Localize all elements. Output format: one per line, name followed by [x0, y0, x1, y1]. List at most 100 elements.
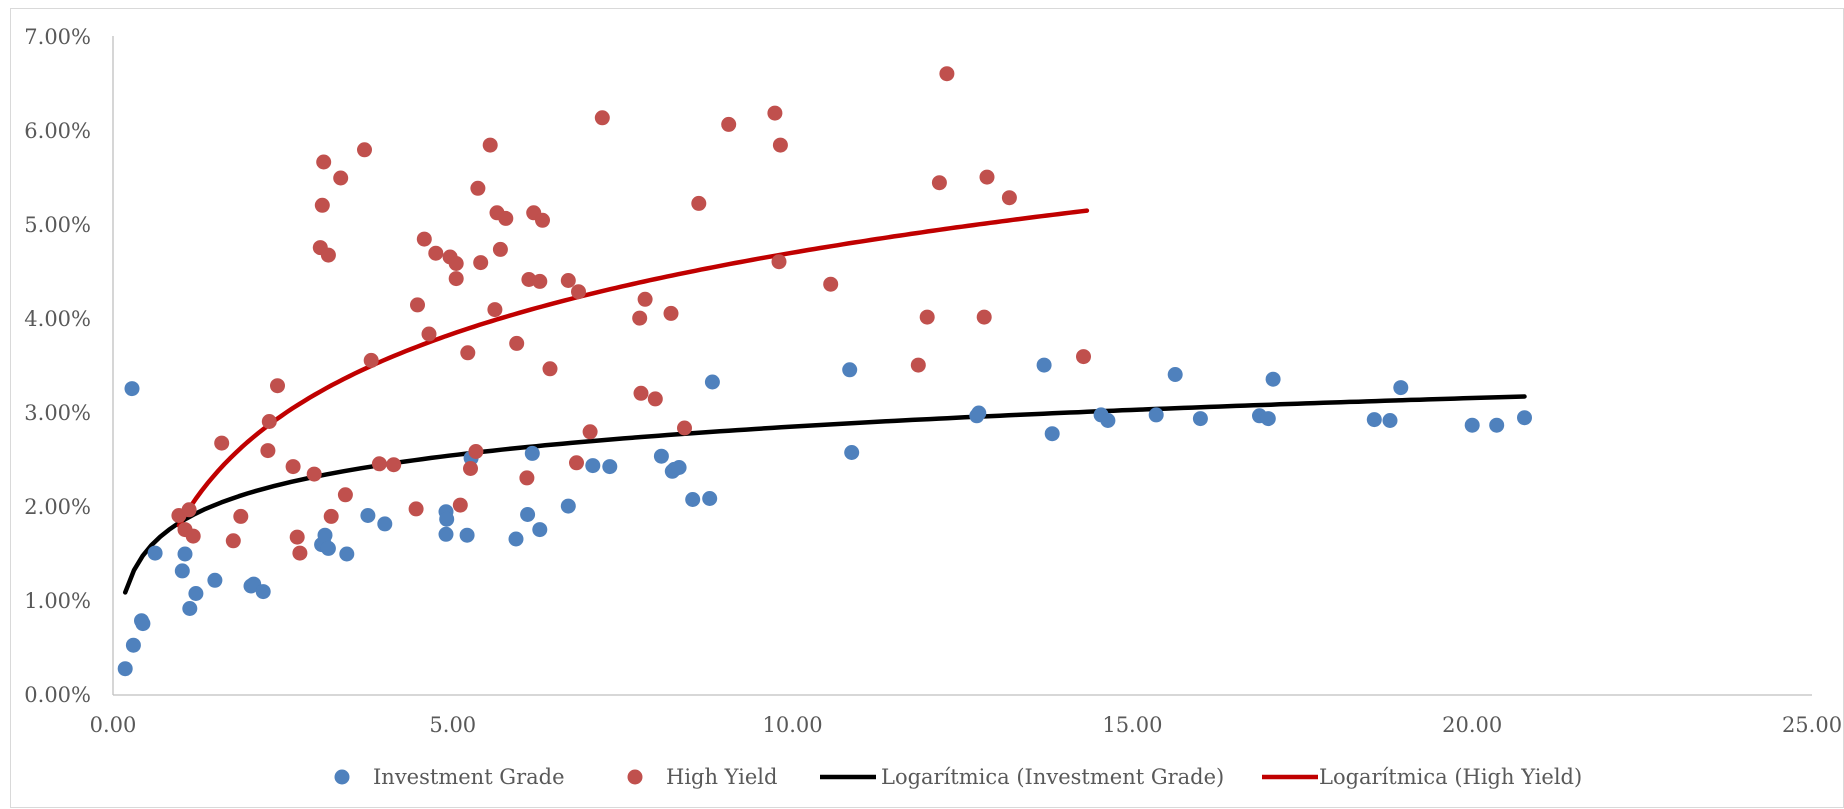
- investment-grade-point: [653, 448, 669, 464]
- high-yield-point: [320, 247, 336, 263]
- high-yield-point: [772, 137, 788, 153]
- investment-grade-point: [320, 540, 336, 556]
- investment-grade-point: [439, 511, 455, 527]
- high-yield-point: [509, 335, 525, 351]
- high-yield-point: [498, 210, 514, 226]
- high-yield-point: [306, 466, 322, 482]
- high-yield-point: [771, 254, 787, 270]
- investment-grade-point: [255, 584, 271, 600]
- high-yield-point: [337, 487, 353, 503]
- investment-grade-point: [560, 498, 576, 514]
- high-yield-point: [519, 470, 535, 486]
- high-yield-point: [594, 110, 610, 126]
- investment-grade-point: [508, 531, 524, 547]
- high-yield-point: [473, 255, 489, 271]
- trendline-high-yield: [176, 208, 1090, 528]
- high-yield-point: [492, 241, 508, 257]
- legend-investment-grade: Investment Grade: [334, 765, 565, 789]
- investment-grade-point: [971, 405, 987, 421]
- investment-grade-point: [685, 492, 701, 507]
- high-yield-point: [233, 508, 249, 524]
- high-yield-point: [931, 175, 947, 191]
- high-yield-point: [939, 66, 955, 82]
- high-yield-point: [333, 170, 349, 186]
- high-yield-point: [225, 533, 241, 549]
- investment-grade-point: [124, 381, 140, 397]
- investment-grade-point: [317, 527, 333, 543]
- investment-grade-point: [135, 616, 151, 632]
- legend-log-high-yield: Logarítmica (High Yield): [1262, 765, 1582, 789]
- y-tick-label: 4.00%: [24, 307, 91, 331]
- investment-grade-point: [459, 527, 475, 543]
- investment-grade-point: [1489, 417, 1505, 433]
- high-yield-point: [919, 309, 935, 325]
- y-tick-label: 0.00%: [24, 683, 91, 707]
- high-yield-point: [270, 378, 285, 394]
- investment-grade-point: [524, 445, 540, 461]
- investment-grade-point: [207, 572, 223, 588]
- legend-label: Logarítmica (Investment Grade): [881, 765, 1224, 789]
- high-yield-point: [677, 420, 692, 436]
- high-yield-point: [468, 444, 484, 459]
- high-yield-point: [721, 116, 737, 132]
- investment-grade-point: [532, 522, 548, 538]
- investment-grade-point: [1148, 407, 1164, 423]
- x-tick-label: 20.00: [1442, 713, 1502, 737]
- y-tick-label: 7.00%: [24, 25, 91, 49]
- investment-grade-point: [1036, 357, 1052, 373]
- legend-marker: [627, 769, 643, 785]
- high-yield-point: [363, 352, 379, 368]
- high-yield-point: [571, 284, 586, 300]
- investment-grade-point: [188, 586, 204, 601]
- high-yield-point: [979, 169, 995, 185]
- x-tick-label: 15.00: [1102, 713, 1162, 737]
- high-yield-point: [261, 414, 277, 429]
- high-yield-point: [408, 501, 424, 517]
- high-yield-point: [632, 310, 648, 326]
- investment-grade-point: [602, 459, 618, 475]
- high-yield-point: [647, 391, 663, 407]
- data-markers: [117, 66, 1532, 677]
- trendline-investment-grade: [122, 394, 1527, 595]
- legend-label: High Yield: [666, 765, 777, 789]
- high-yield-point: [910, 357, 926, 373]
- axes: 0.00% 1.00% 2.00% 3.00% 4.00% 5.00% 6.00% 7.00%…: [24, 25, 1842, 737]
- high-yield-point: [410, 297, 425, 313]
- high-yield-point: [357, 142, 372, 158]
- investment-grade-point: [377, 516, 393, 532]
- high-yield-point: [371, 456, 387, 472]
- investment-grade-point: [1044, 426, 1060, 442]
- high-yield-point: [691, 195, 707, 211]
- high-yield-point: [292, 545, 308, 561]
- investment-grade-point: [125, 637, 141, 653]
- high-yield-point: [637, 291, 653, 307]
- chart-area-border: [10, 8, 1844, 808]
- investment-grade-point: [702, 491, 718, 506]
- investment-grade-point: [842, 362, 858, 378]
- y-tick-label: 1.00%: [24, 589, 91, 613]
- investment-grade-point: [1366, 412, 1382, 428]
- investment-grade-point: [1167, 367, 1183, 382]
- trendlines: [122, 208, 1527, 595]
- y-tick-label: 5.00%: [24, 213, 91, 237]
- investment-grade-point: [1100, 413, 1116, 428]
- high-yield-point: [260, 443, 276, 459]
- high-yield-point: [323, 508, 339, 524]
- high-yield-point: [314, 197, 330, 213]
- high-yield-point: [448, 271, 464, 287]
- high-yield-point: [428, 245, 444, 261]
- legend-label: Logarítmica (High Yield): [1319, 765, 1582, 789]
- high-yield-point: [214, 435, 230, 451]
- high-yield-point: [289, 529, 305, 545]
- investment-grade-point: [1192, 411, 1208, 427]
- high-yield-point: [185, 528, 201, 544]
- y-tick-label: 2.00%: [24, 495, 91, 519]
- high-yield-point: [1001, 190, 1017, 206]
- legend-marker: [334, 769, 350, 785]
- investment-grade-point: [438, 526, 454, 542]
- investment-grade-point: [174, 563, 190, 579]
- investment-grade-point: [844, 445, 860, 460]
- y-tick-label: 3.00%: [24, 401, 91, 425]
- high-yield-point: [633, 385, 649, 401]
